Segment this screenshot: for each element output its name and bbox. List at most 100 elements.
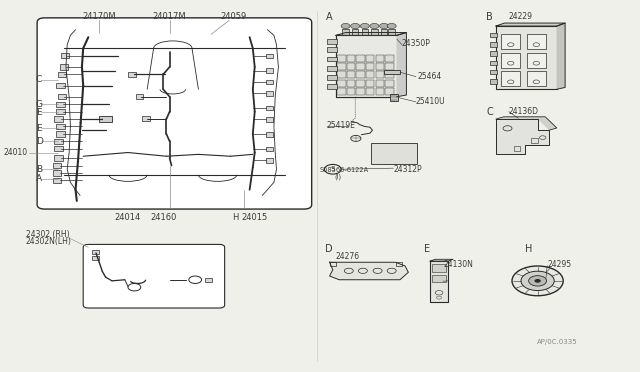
Polygon shape — [496, 119, 549, 154]
Bar — [531, 138, 538, 143]
Bar — [54, 139, 63, 144]
Bar — [327, 47, 337, 52]
Bar — [99, 116, 112, 122]
Bar — [347, 71, 355, 78]
Bar — [356, 88, 365, 95]
Bar — [385, 71, 394, 78]
Circle shape — [341, 23, 350, 29]
Bar — [385, 55, 394, 62]
Polygon shape — [336, 32, 406, 35]
Bar — [385, 63, 394, 70]
Bar — [371, 29, 378, 35]
Bar — [347, 55, 355, 62]
Polygon shape — [496, 23, 565, 26]
Text: H: H — [525, 244, 532, 254]
Text: B: B — [486, 12, 493, 22]
Text: 25410U: 25410U — [416, 97, 445, 106]
Bar — [490, 51, 497, 56]
Polygon shape — [330, 262, 408, 280]
Bar — [56, 83, 65, 88]
Text: S08566-6122A: S08566-6122A — [320, 167, 369, 173]
Circle shape — [380, 23, 388, 29]
Bar — [347, 88, 355, 95]
Text: A: A — [326, 12, 333, 22]
Polygon shape — [397, 32, 406, 97]
Text: D: D — [325, 244, 333, 254]
Bar — [53, 178, 61, 183]
Text: A: A — [36, 174, 42, 183]
Bar — [56, 109, 65, 114]
Bar — [366, 55, 374, 62]
Bar — [266, 132, 273, 137]
Bar — [385, 80, 394, 87]
Polygon shape — [496, 117, 557, 130]
Bar — [432, 264, 446, 272]
Bar — [342, 29, 349, 35]
Bar — [136, 94, 143, 99]
Bar — [266, 54, 273, 58]
Bar — [266, 68, 273, 73]
Bar — [58, 94, 66, 99]
Circle shape — [534, 279, 541, 283]
Text: E: E — [36, 124, 42, 133]
Bar — [388, 29, 395, 35]
Bar — [92, 256, 99, 260]
Text: 24229: 24229 — [509, 12, 532, 21]
Bar — [337, 80, 346, 87]
Bar — [376, 80, 384, 87]
Circle shape — [360, 23, 369, 29]
Text: (I): (I) — [334, 174, 341, 180]
Text: C: C — [36, 76, 42, 84]
Bar — [337, 55, 346, 62]
Bar — [501, 34, 520, 49]
Bar — [92, 250, 99, 254]
Text: E: E — [36, 108, 42, 117]
Bar — [432, 275, 446, 282]
Bar — [347, 80, 355, 87]
Text: 24130N: 24130N — [444, 260, 474, 269]
Bar — [327, 57, 337, 61]
Bar — [356, 71, 365, 78]
Bar — [336, 35, 397, 97]
Bar — [376, 88, 384, 95]
Bar — [142, 116, 150, 121]
Bar — [54, 116, 63, 122]
Text: 24350P: 24350P — [402, 39, 431, 48]
Bar — [56, 124, 65, 129]
Bar — [336, 35, 397, 97]
Text: 25464: 25464 — [418, 72, 442, 81]
Bar — [330, 262, 336, 266]
Bar — [60, 64, 68, 70]
Bar — [490, 42, 497, 46]
Text: 24010: 24010 — [4, 148, 28, 157]
Bar — [366, 88, 374, 95]
Bar — [396, 262, 402, 266]
Text: 24302N(LH): 24302N(LH) — [26, 237, 72, 246]
Bar — [527, 71, 546, 86]
Bar — [266, 158, 273, 163]
Text: 25419E: 25419E — [326, 121, 355, 130]
Bar — [327, 66, 337, 71]
Bar — [53, 163, 61, 168]
Bar — [366, 63, 374, 70]
Bar — [385, 88, 394, 95]
Text: AP/0C.0335: AP/0C.0335 — [536, 339, 577, 345]
Bar — [266, 106, 273, 110]
Circle shape — [370, 23, 379, 29]
Text: D: D — [36, 137, 43, 146]
Text: 24312P: 24312P — [394, 165, 422, 174]
Bar — [376, 71, 384, 78]
Bar — [430, 261, 448, 302]
Text: C: C — [486, 107, 493, 116]
FancyBboxPatch shape — [83, 244, 225, 308]
Text: 24136D: 24136D — [509, 107, 539, 116]
Polygon shape — [557, 23, 565, 89]
Bar — [362, 29, 368, 35]
Text: 24160: 24160 — [150, 213, 177, 222]
Text: 24014: 24014 — [114, 213, 140, 222]
Bar — [205, 278, 212, 282]
Bar — [366, 71, 374, 78]
Text: G: G — [36, 100, 43, 109]
Bar — [54, 155, 63, 161]
Bar — [384, 70, 400, 74]
